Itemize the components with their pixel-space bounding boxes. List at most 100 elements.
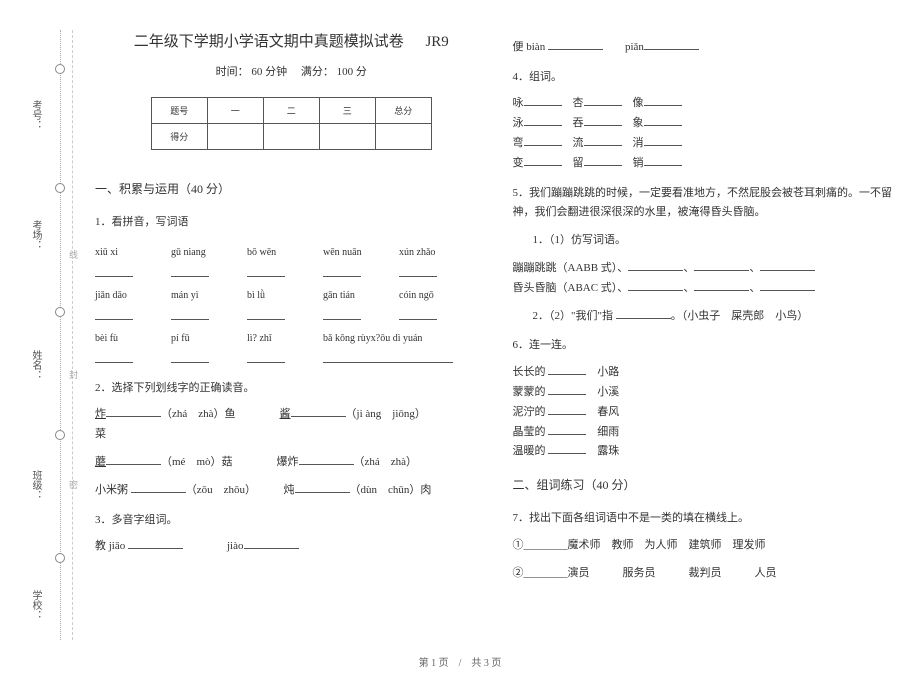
blank: [524, 94, 562, 106]
blank: [95, 265, 133, 277]
blank: [524, 114, 562, 126]
opt: （zhá zhà）鱼: [161, 408, 236, 420]
pinyin: gū niang: [171, 244, 233, 261]
blank: [299, 453, 354, 465]
td: [263, 124, 319, 150]
opt: （mé mò）菇: [161, 456, 233, 468]
seal-mark: 密: [67, 480, 80, 489]
char: jiào: [227, 540, 244, 552]
left: 温暖的: [513, 445, 546, 457]
blank: [548, 383, 586, 395]
blank-row: [95, 265, 488, 283]
opt: （zōu zhōu）: [186, 484, 251, 496]
blank: [244, 537, 299, 549]
blank: [399, 308, 437, 320]
blank: [524, 154, 562, 166]
pinyin: gān tián: [323, 287, 385, 304]
q5-aabb: 蹦蹦跳跳（AABB 式）、、、 昏头昏脑（ABAC 式）、、、: [513, 259, 906, 299]
blank: [128, 537, 183, 549]
q-title: 7．找出下面各组词语中不是一类的填在横线上。: [513, 509, 906, 528]
pinyin: xún zhǎo: [399, 244, 461, 261]
right-column: 便 biàn piǎn 4．组词。 咏 杏 像 泳 吞 象 弯 流 消 变 留 …: [513, 30, 906, 593]
th: 一: [207, 98, 263, 124]
opt: （zhá zhà）: [354, 456, 418, 468]
char: 泳: [513, 117, 524, 129]
pinyin: pí fū: [171, 330, 233, 347]
choice-line: 小米粥 （zōu zhōu） 炖 （dùn chūn）肉: [95, 481, 488, 501]
blank: [524, 134, 562, 146]
q6: 6．连一连。 长长的 小路 蒙蒙的 小溪 泥泞的 春风 晶莹的 细雨 温暖的 露…: [513, 336, 906, 462]
choice-line: 蘑（mé mò）菇 爆炸（zhá zhà）: [95, 453, 488, 473]
pinyin: xiū xi: [95, 244, 157, 261]
choice-line: 炸（zhá zhà）鱼 酱（ji àng jiōng） 菜: [95, 405, 488, 445]
time-label: 时间：: [216, 66, 249, 78]
char: 流: [573, 137, 584, 149]
q-title: 4．组词。: [513, 68, 906, 87]
q3: 3．多音字组词。 教 jiāo jiào: [95, 511, 488, 557]
q1: 1．看拼音，写词语 xiū xi gū niang bō wēn wēn nuā…: [95, 213, 488, 369]
blank: [95, 351, 133, 363]
td: [207, 124, 263, 150]
blank: [323, 351, 453, 363]
q3-line: 教 jiāo jiào: [95, 537, 488, 557]
punch-hole: [55, 553, 65, 563]
blank: [399, 265, 437, 277]
blank: [584, 154, 622, 166]
pinyin-row: jiǎn dāo mán yì bì lǜ gān tián cóin ngō: [95, 287, 488, 304]
char: 炖: [284, 484, 295, 496]
right: 露珠: [597, 445, 619, 457]
blank: [131, 481, 186, 493]
blank-row: [95, 308, 488, 326]
blank: [323, 265, 361, 277]
char: 咏: [513, 97, 524, 109]
pinyin: wēn nuān: [323, 244, 385, 261]
char: 销: [633, 157, 644, 169]
dashed-line: [72, 30, 73, 640]
left: 蒙蒙的: [513, 386, 546, 398]
char: 象: [633, 117, 644, 129]
blank: [760, 259, 815, 271]
pinyin-row: xiū xi gū niang bō wēn wēn nuān xún zhǎo: [95, 244, 488, 261]
time-value: 60 分钟: [251, 66, 287, 78]
seal-mark: 线: [67, 250, 80, 259]
title-text: 二年级下学期小学语文期中真题模拟试卷: [134, 34, 404, 50]
q-title: 6．连一连。: [513, 336, 906, 355]
seal-mark: 封: [67, 370, 80, 379]
th: 三: [319, 98, 375, 124]
blank: [694, 259, 749, 271]
char: 便 biàn: [513, 41, 546, 53]
right: 小路: [597, 366, 619, 378]
right: 春风: [597, 406, 619, 418]
blank: [644, 154, 682, 166]
full-value: 100 分: [337, 66, 367, 78]
blank: [760, 279, 815, 291]
side-label: 姓名：: [28, 350, 43, 380]
th: 题号: [151, 98, 207, 124]
left: 长长的: [513, 366, 546, 378]
blank: [694, 279, 749, 291]
opt: （dùn chūn）肉: [350, 484, 432, 496]
char: 留: [573, 157, 584, 169]
char: 消: [633, 137, 644, 149]
blank: [106, 405, 161, 417]
blank: [171, 351, 209, 363]
pinyin: bì lǜ: [247, 287, 309, 304]
punch-hole: [55, 64, 65, 74]
char: 小米粥: [95, 484, 131, 496]
left-column: 二年级下学期小学语文期中真题模拟试卷 JR9 时间： 60 分钟 满分： 100…: [95, 30, 488, 593]
blank: [548, 442, 586, 454]
left: 泥泞的: [513, 406, 546, 418]
pinyin: mán yì: [171, 287, 233, 304]
opt: 。（小虫子 屎壳郎 小鸟）: [671, 310, 809, 322]
blank: [171, 265, 209, 277]
q3-line2: 便 biàn piǎn: [513, 38, 906, 58]
char: 变: [513, 157, 524, 169]
side-label: 班级：: [28, 470, 43, 500]
char: 弯: [513, 137, 524, 149]
blank: [548, 403, 586, 415]
char: 像: [633, 97, 644, 109]
q4: 4．组词。 咏 杏 像 泳 吞 象 弯 流 消 变 留 销: [513, 68, 906, 174]
char: 酱: [280, 408, 291, 420]
q7-line: ②________演员 服务员 裁判员 人员: [513, 564, 906, 584]
char: 蘑: [95, 456, 106, 468]
